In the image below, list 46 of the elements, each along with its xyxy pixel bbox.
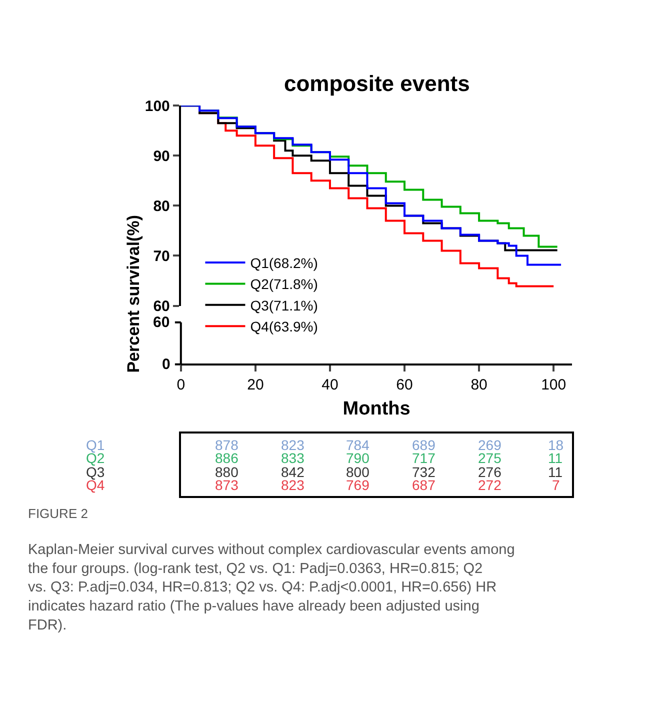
y-axis-title: Percent survival(%) — [124, 214, 143, 373]
text: 732 — [412, 464, 436, 480]
text: 717 — [412, 450, 436, 466]
y-tick-label: 60 — [153, 298, 170, 316]
text: 272 — [478, 477, 502, 493]
text: 833 — [281, 450, 305, 466]
text: 823 — [281, 477, 305, 493]
text: 269 — [478, 437, 502, 453]
legend-label: Q4(63.9%) — [250, 318, 318, 335]
text: 823 — [281, 437, 305, 453]
text: 276 — [478, 464, 502, 480]
legend-label: Q2(71.8%) — [250, 276, 318, 292]
y-tick-label: 80 — [153, 198, 170, 215]
text: 880 — [215, 464, 239, 480]
text: Kaplan-Meier survival curves without complex cardiovascular events among the four groups. (log-rank test, Q2 vs. Q1: Padj=0.0363, HR=0.815; Q2 vs. Q3: P.adj=0.034, HR=0.813; Q2 vs. Q4: P.adj<0.0001, HR=0.656) HR indicates hazard ratio (The p-values have already been adjusted using FDR). — [28, 542, 515, 634]
y-tick-label: 90 — [153, 148, 170, 165]
text: 0 — [162, 356, 170, 373]
text: 878 — [215, 437, 239, 453]
y-tick-label: 100 — [144, 98, 170, 115]
legend-label: Q1(68.2%) — [250, 254, 318, 271]
x-tick-label: 20 — [247, 376, 264, 394]
text: 800 — [346, 464, 370, 480]
x-tick-label: 100 — [541, 376, 566, 394]
text: 687 — [412, 477, 436, 493]
text: 7 — [552, 477, 560, 493]
text: 790 — [346, 450, 370, 466]
x-tick-label: 60 — [396, 376, 413, 394]
y-tick-label: 70 — [153, 248, 170, 265]
text: 873 — [215, 477, 239, 493]
text: 18 — [548, 437, 564, 453]
x-tick-label: 80 — [470, 376, 488, 394]
x-axis-title: Months — [342, 398, 410, 420]
caption: FIGURE 2 — [28, 506, 88, 521]
text: 886 — [215, 450, 239, 466]
x-tick-label: 40 — [322, 376, 338, 394]
text: 689 — [412, 437, 436, 453]
legend-label: Q3(71.1%) — [250, 297, 318, 314]
text: Q1 — [86, 437, 105, 453]
text: 275 — [478, 450, 502, 466]
text: 842 — [281, 464, 305, 480]
text: 11 — [548, 450, 563, 466]
text: 11 — [548, 464, 563, 480]
chart-title: composite events — [284, 71, 470, 96]
text: 769 — [346, 477, 370, 493]
text: 784 — [346, 437, 370, 453]
x-tick-label: 0 — [176, 376, 186, 394]
